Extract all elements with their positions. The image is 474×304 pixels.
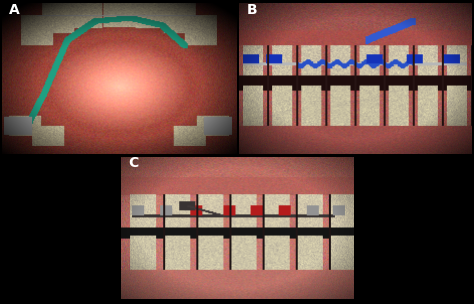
Text: A: A <box>9 2 20 17</box>
Text: C: C <box>128 156 138 170</box>
Text: B: B <box>246 2 257 17</box>
